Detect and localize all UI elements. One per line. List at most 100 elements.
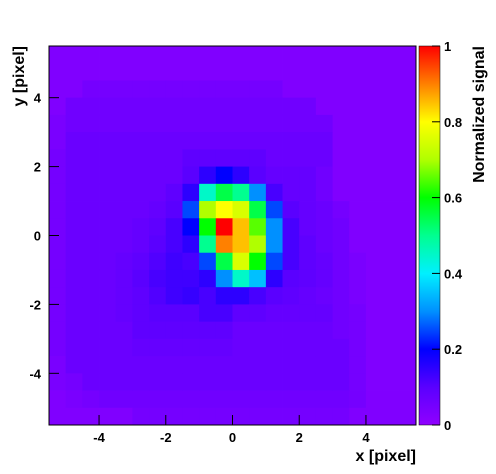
heatmap-cell [215, 97, 233, 116]
heatmap-cell [315, 80, 333, 99]
heatmap-cell [332, 338, 350, 357]
heatmap-cell [232, 287, 250, 305]
heatmap-cell [165, 149, 183, 167]
heatmap-cell [282, 114, 300, 133]
heatmap-cell [332, 80, 350, 99]
heatmap-cell [182, 287, 200, 305]
heatmap-cell [232, 183, 250, 202]
heatmap-cell [349, 321, 367, 340]
heatmap-cell [215, 183, 233, 202]
heatmap-cell [232, 149, 250, 167]
colorbar-tick-label: 0.6 [444, 191, 462, 206]
heatmap-cell [299, 304, 317, 323]
heatmap-cell [132, 235, 150, 254]
heatmap-cell [82, 287, 100, 305]
heatmap-cell [365, 252, 384, 271]
heatmap-cell [282, 97, 300, 116]
heatmap-cell [315, 201, 333, 219]
heatmap-cell [299, 97, 317, 116]
heatmap-cell [215, 132, 233, 150]
heatmap-cell [132, 252, 150, 271]
heatmap-cell [65, 183, 83, 202]
heatmap-cell [382, 46, 400, 64]
heatmap-cell [282, 321, 300, 340]
heatmap-cell [265, 97, 283, 116]
heatmap-cell [99, 80, 117, 99]
heatmap-cell [365, 97, 384, 116]
heatmap-cell [282, 183, 300, 202]
heatmap-cell [249, 269, 267, 288]
heatmap-cell [65, 356, 83, 374]
heatmap-cell [232, 166, 250, 185]
heatmap-cell [349, 201, 367, 219]
heatmap-cell [399, 407, 417, 426]
heatmap-cell [132, 183, 150, 202]
colorbar-tick-label: 0.4 [444, 266, 463, 281]
heatmap-cell [399, 304, 417, 323]
heatmap-cell [399, 97, 417, 116]
heatmap-cell [332, 201, 350, 219]
heatmap-cell [149, 183, 167, 202]
heatmap-cell [282, 356, 300, 374]
heatmap-cell [382, 183, 400, 202]
heatmap-cell [349, 390, 367, 409]
heatmap-cell [199, 46, 217, 64]
heatmap-cell [382, 338, 400, 357]
heatmap-cell [382, 235, 400, 254]
heatmap-cell [349, 149, 367, 167]
heatmap-cell [265, 63, 283, 81]
heatmap-cell [232, 201, 250, 219]
heatmap-cell [299, 149, 317, 167]
heatmap-cell [332, 235, 350, 254]
heatmap-cell [199, 373, 217, 391]
heatmap-cell [299, 132, 317, 150]
heatmap-cell [332, 149, 350, 167]
heatmap-cell [365, 46, 384, 64]
heatmap-cell [349, 80, 367, 99]
heatmap-cell [182, 63, 200, 81]
heatmap-cell [249, 252, 267, 271]
heatmap-cell [99, 287, 117, 305]
heatmap-cell [65, 252, 83, 271]
heatmap-cell [82, 149, 100, 167]
heatmap-cell [215, 304, 233, 323]
heatmap-cell [65, 63, 83, 81]
heatmap-cell [215, 390, 233, 409]
heatmap-cell [299, 252, 317, 271]
heatmap-cell [315, 149, 333, 167]
heatmap-cell [332, 304, 350, 323]
heatmap-cell [49, 235, 67, 254]
heatmap-cell [332, 269, 350, 288]
heatmap-cell [99, 356, 117, 374]
heatmap-cell [115, 235, 133, 254]
heatmap-cell [49, 252, 67, 271]
heatmap-cell [149, 252, 167, 271]
heatmap-cell [99, 114, 117, 133]
heatmap-cell [349, 407, 367, 426]
y-tick-label: 2 [34, 160, 41, 175]
heatmap-cell [232, 373, 250, 391]
heatmap-cell [315, 114, 333, 133]
heatmap-cell [49, 80, 67, 99]
heatmap-cell [182, 356, 200, 374]
heatmap-cell [82, 373, 100, 391]
heatmap-cell [132, 132, 150, 150]
heatmap-cell [165, 373, 183, 391]
heatmap-cell [265, 201, 283, 219]
heatmap-cell [399, 321, 417, 340]
heatmap-cell [65, 287, 83, 305]
heatmap-cell [365, 373, 384, 391]
heatmap-cell [82, 235, 100, 254]
colorbar-tick-label: 0 [444, 418, 451, 433]
heatmap-cell [215, 46, 233, 64]
heatmap-cell [115, 287, 133, 305]
heatmap-cell [215, 218, 233, 236]
heatmap-cell [265, 304, 283, 323]
heatmap-cell [232, 80, 250, 99]
heatmap-cell [299, 46, 317, 64]
heatmap-cell [82, 97, 100, 116]
heatmap-cell [282, 338, 300, 357]
heatmap-cell [99, 166, 117, 185]
heatmap-cell [65, 269, 83, 288]
heatmap-cell [199, 235, 217, 254]
